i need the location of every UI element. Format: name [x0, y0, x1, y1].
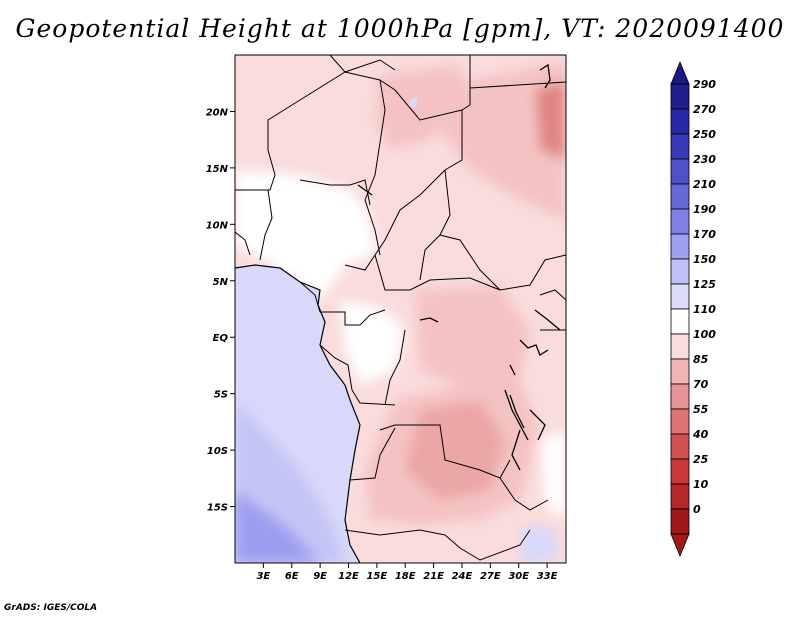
colorbar-segment — [670, 158, 690, 185]
colorbar-label: 110 — [693, 303, 716, 316]
lon-tick-label: 30E — [508, 571, 529, 582]
colorbar-segment — [670, 358, 690, 385]
lon-tick-label: 33E — [537, 571, 558, 582]
colorbar-segment — [670, 83, 690, 110]
colorbar-segment — [670, 333, 690, 360]
colorbar-segment — [670, 283, 690, 310]
colorbar-label: 170 — [693, 228, 716, 241]
lon-tick-label: 15E — [366, 571, 387, 582]
lon-tick-label: 24E — [452, 571, 473, 582]
colorbar-label: 270 — [693, 103, 716, 116]
colorbar-label: 25 — [693, 453, 709, 466]
colorbar-segment — [670, 233, 690, 260]
footer-credit: GrADS: IGES/COLA — [4, 603, 98, 613]
height-field — [235, 55, 566, 563]
colorbar-label: 0 — [693, 503, 701, 516]
country-borders — [235, 55, 566, 561]
colorbar-segment — [670, 258, 690, 285]
colorbar-label: 230 — [693, 153, 716, 166]
colorbar-label: 70 — [693, 378, 709, 391]
colorbar-top-arrow — [670, 60, 690, 85]
colorbar-segment — [670, 433, 690, 460]
colorbar-label: 125 — [693, 278, 716, 291]
lat-tick-label: 10N — [206, 220, 229, 231]
longitude-axis: 3E 6E 9E 12E 15E 18E 21E 24E 27E 30E 33E — [256, 563, 558, 582]
lat-tick-label: 20N — [206, 107, 229, 118]
colorbar-label: 250 — [693, 128, 716, 141]
colorbar-segment — [670, 108, 690, 135]
lon-tick-label: 6E — [285, 571, 299, 582]
lat-tick-label: 15S — [207, 503, 228, 514]
map-frame — [234, 54, 567, 564]
colorbar-segment — [670, 133, 690, 160]
colorbar-bottom-arrow — [670, 533, 690, 558]
colorbar-label: 190 — [693, 203, 716, 216]
colorbar-label: 85 — [693, 353, 709, 366]
lon-tick-label: 9E — [313, 571, 327, 582]
map-title: Geopotential Height at 1000hPa [gpm], VT… — [15, 14, 785, 43]
colorbar-label: 55 — [693, 403, 709, 416]
lon-tick-label: 21E — [423, 571, 444, 582]
lon-tick-label: 3E — [256, 571, 270, 582]
colorbar-segment — [670, 208, 690, 235]
latitude-axis: 20N 15N 10N 5N EQ 5S 10S 15S — [206, 107, 235, 514]
lat-tick-label: 5N — [213, 277, 229, 288]
lon-tick-label: 18E — [395, 571, 416, 582]
colorbar-segment — [670, 483, 690, 510]
lat-tick-label: EQ — [213, 333, 229, 344]
colorbar-label: 150 — [693, 253, 716, 266]
colorbar-segment — [670, 383, 690, 410]
lat-tick-label: 10S — [207, 446, 228, 457]
lon-tick-label: 27E — [480, 571, 501, 582]
lat-tick-label: 5S — [214, 390, 228, 401]
colorbar-segment — [670, 308, 690, 335]
colorbar-segment — [670, 183, 690, 210]
colorbar-label: 40 — [692, 428, 709, 441]
map-plot: 20N 15N 10N 5N EQ 5S 10S 15S 3E 6E 9E 12E 15E 18E 21E… — [206, 54, 716, 582]
lat-tick-label: 15N — [206, 164, 229, 175]
colorbar-segment — [670, 458, 690, 485]
colorbar-segment — [670, 508, 690, 535]
colorbar-label: 210 — [693, 178, 716, 191]
colorbar-label: 10 — [693, 478, 709, 491]
lon-tick-label: 12E — [338, 571, 359, 582]
colorbar-label: 100 — [693, 328, 716, 341]
colorbar: 2902702502302101901701501251101008570554… — [670, 60, 716, 558]
colorbar-label: 290 — [693, 78, 716, 91]
colorbar-segment — [670, 408, 690, 435]
